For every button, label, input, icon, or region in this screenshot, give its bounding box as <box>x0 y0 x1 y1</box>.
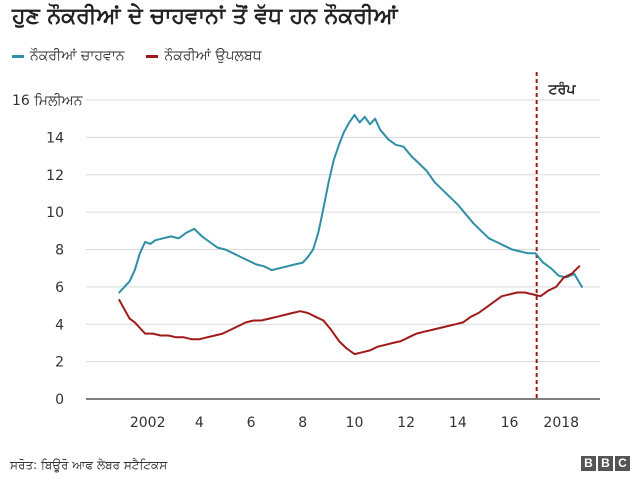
x-tick-label: 6 <box>247 415 256 431</box>
x-tick-label: 16 <box>501 415 519 431</box>
y-tick-label: 4 <box>55 317 64 333</box>
legend-label-job-openings: ਨੌਕਰੀਆਂ ਉਪਲਬਧ <box>164 48 262 64</box>
legend-item-job-seekers: ਨੌਕਰੀਆਂ ਚਾਹਵਾਨ <box>12 48 124 64</box>
series-line-job-seekers <box>118 113 583 294</box>
x-tick-label: 12 <box>397 415 415 431</box>
legend-label-job-seekers: ਨੌਕਰੀਆਂ ਚਾਹਵਾਨ <box>30 48 125 64</box>
annotation-label-trump: ਟਰੰਪ <box>548 80 577 98</box>
chart-title: ਹੁਣ ਨੌਕਰੀਆਂ ਦੇ ਚਾਹਵਾਨਾਂ ਤੋਂ ਵੱਧ ਹਨ ਨੌਕਰੀ… <box>12 4 398 29</box>
y-tick-label: 14 <box>46 130 64 146</box>
x-tick-label: 10 <box>346 415 364 431</box>
y-tick-label: 12 <box>46 168 64 184</box>
bbc-logo-letter: B <box>598 456 613 471</box>
y-tick-label: 8 <box>55 243 64 259</box>
source-note: ਸਰੋਤ: ਬਿਊਰੋ ਆਫ ਲੇਬਰ ਸਟੈਟਿਕਸ <box>10 458 168 472</box>
footer: ਸਰੋਤ: ਬਿਊਰੋ ਆਫ ਲੇਬਰ ਸਟੈਟਿਕਸ B B C <box>10 456 630 476</box>
legend-swatch-job-seekers <box>12 54 24 58</box>
x-tick-label: 8 <box>298 415 307 431</box>
x-tick-label: 14 <box>449 415 467 431</box>
series-line-job-openings <box>118 265 581 356</box>
x-tick-label: 4 <box>195 415 204 431</box>
y-tick-label: 2 <box>55 355 64 371</box>
y-tick-label: 10 <box>46 205 64 221</box>
x-tick-label: 2002 <box>130 415 166 431</box>
x-tick-label: 2018 <box>543 415 579 431</box>
y-tick-label: 16 ਮਿਲੀਅਨ <box>12 93 83 109</box>
y-tick-label: 0 <box>55 392 64 408</box>
bbc-logo: B B C <box>579 456 630 471</box>
bbc-logo-letter: B <box>581 456 596 471</box>
legend-swatch-job-openings <box>146 54 159 58</box>
bbc-logo-letter: C <box>615 456 630 471</box>
y-tick-label: 6 <box>55 280 64 296</box>
legend-item-job-openings: ਨੌਕਰੀਆਂ ਉਪਲਬਧ <box>146 48 262 64</box>
legend: ਨੌਕਰੀਆਂ ਚਾਹਵਾਨ ਨੌਕਰੀਆਂ ਉਪਲਬਧ <box>12 48 284 64</box>
